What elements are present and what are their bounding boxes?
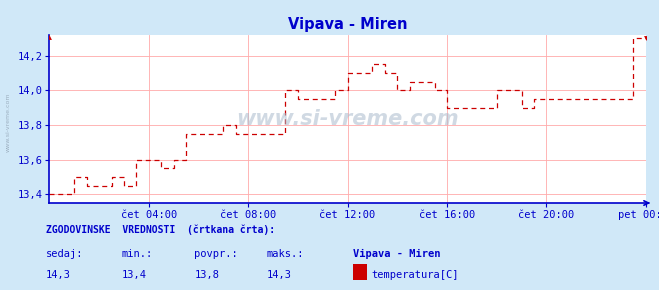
Text: 13,4: 13,4	[122, 270, 147, 280]
Text: www.si-vreme.com: www.si-vreme.com	[237, 109, 459, 129]
Text: povpr.:: povpr.:	[194, 249, 238, 259]
Text: 14,3: 14,3	[267, 270, 292, 280]
Title: Vipava - Miren: Vipava - Miren	[288, 17, 407, 32]
Text: maks.:: maks.:	[267, 249, 304, 259]
Text: 13,8: 13,8	[194, 270, 219, 280]
Text: min.:: min.:	[122, 249, 153, 259]
Text: 14,3: 14,3	[46, 270, 71, 280]
Text: www.si-vreme.com: www.si-vreme.com	[5, 92, 11, 152]
Text: sedaj:: sedaj:	[46, 249, 84, 259]
Text: Vipava - Miren: Vipava - Miren	[353, 249, 440, 259]
Text: ZGODOVINSKE  VREDNOSTI  (črtkana črta):: ZGODOVINSKE VREDNOSTI (črtkana črta):	[46, 225, 275, 235]
Text: temperatura[C]: temperatura[C]	[371, 270, 459, 280]
